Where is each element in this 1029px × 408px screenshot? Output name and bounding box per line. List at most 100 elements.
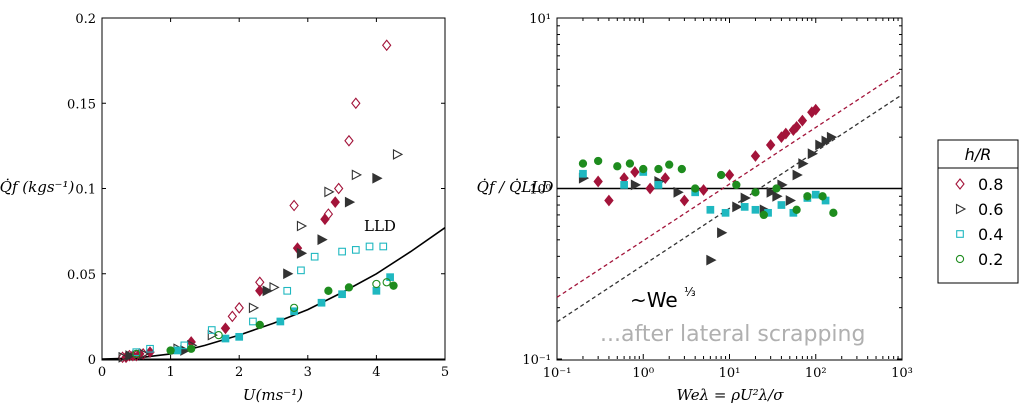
point-0.8 [604,194,614,207]
right-y-tick-label: 10¹ [529,12,551,27]
left-y-tick-label: 0 [88,353,96,368]
right-x-tick-label: 10² [805,366,827,381]
fit-label: ~We [630,288,678,312]
point-0.4-open [379,242,388,251]
point-0.2-filled [389,281,398,290]
point-0.8 [797,114,808,127]
left-panel: 0 1 2 3 4 5 0 0.05 0.1 0.15 0.2 LLD U(ms⁻¹) Q̇f (… [0,12,449,404]
point-0.6 [798,158,809,169]
right-y-tick-label: 10⁻¹ [522,353,551,368]
point-0.8-filled [220,322,231,335]
point-0.2 [594,156,603,166]
left-plot-frame [101,17,446,361]
point-0.8 [724,169,735,181]
point-0.2-open [214,330,223,340]
left-y-tick-label: 0.15 [67,97,96,112]
point-0.4-open [365,242,374,251]
point-0.6-open [324,186,335,198]
point-0.2 [751,188,760,197]
point-0.6 [740,192,751,204]
left-x-tick-label: 4 [372,365,380,380]
point-0.6-filled [262,285,273,297]
point-0.4-filled [338,290,346,299]
fit-exponent: ⅓ [684,285,696,299]
point-0.8 [679,194,690,207]
point-0.4-filled [221,334,230,343]
point-0.6-open [248,302,260,314]
point-0.6 [706,254,717,266]
left-y-axis-label: Q̇f (kgs⁻¹) [0,178,74,196]
point-0.2-open [382,278,391,287]
point-0.8 [630,166,640,178]
point-0.8 [593,175,603,188]
legend-box [937,139,1019,284]
left-x-ticks: 0 1 2 3 4 5 [98,18,449,380]
point-0.2-open [132,349,141,359]
point-0.8-filled [320,213,330,226]
point-0.4-filled [372,286,381,295]
point-0.6 [792,169,803,181]
left-x-tick-label: 3 [304,365,312,380]
legend-marker-0.4 [956,230,964,238]
point-0.8-open [351,97,361,110]
point-0.8 [765,139,776,151]
point-0.8-open [227,310,238,323]
fit-line-0.8 [556,70,903,298]
left-y-ticks: 0 0.05 0.1 0.15 0.2 [67,12,445,368]
point-0.2-filled [324,286,333,295]
point-0.6-open [351,169,362,181]
legend-title: h/R [965,145,992,164]
point-0.8-filled [255,284,265,297]
point-0.2 [829,208,838,217]
point-0.8-filled [330,196,340,209]
point-0.6-open [269,281,280,293]
point-0.2 [613,162,622,171]
point-0.8 [788,124,799,136]
left-x-tick-label: 2 [235,365,243,380]
point-0.4 [740,203,749,211]
point-0.6 [815,139,826,151]
point-0.6 [772,190,783,202]
legend-marker-0.6 [955,203,967,215]
right-x-tick-label: 10¹ [719,366,741,381]
point-0.6-open [118,351,129,363]
left-y-tick-label: 0.1 [75,183,96,198]
legend-label: 0.2 [978,250,1003,269]
point-0.4 [811,190,820,199]
point-0.2 [732,180,741,190]
point-0.4 [706,205,715,214]
right-y-ticks: 10⁻¹ 10⁰ 10¹ [522,12,902,368]
point-0.6-filled [296,247,308,259]
point-0.2 [792,205,801,214]
legend: h/R 0.8 0.6 0.4 0.2 [937,139,1019,284]
point-0.6-filled [344,196,356,208]
point-0.4-filled [386,273,394,282]
right-x-tick-label: 10⁻¹ [543,366,572,381]
fit-line-0.6 [556,94,903,323]
point-0.4-open [338,247,346,256]
point-0.2 [578,159,588,168]
point-0.2 [625,159,635,168]
lld-curve [101,227,446,360]
left-data-points [117,39,404,364]
point-0.6 [826,131,838,143]
point-0.4 [751,205,760,214]
point-0.4-filled [235,332,244,341]
point-0.6-filled [125,350,136,362]
point-0.6-filled [317,234,328,246]
point-0.2 [665,160,674,169]
point-0.2 [803,192,812,201]
left-x-tick-label: 1 [166,365,174,380]
point-0.2 [654,164,663,174]
left-x-tick-label: 5 [441,365,449,380]
point-0.8 [698,184,709,196]
lld-label: LLD [364,217,396,235]
point-0.4 [654,181,663,189]
left-x-tick-label: 0 [98,365,106,380]
point-0.6 [732,201,743,213]
right-x-tick-label: 10⁰ [632,366,654,381]
point-0.2-filled [187,344,196,353]
point-0.2 [639,164,648,174]
point-0.6-open [296,220,308,232]
